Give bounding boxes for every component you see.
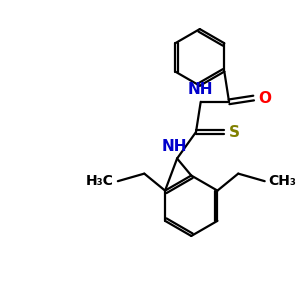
Text: NH: NH [161,139,187,154]
Text: CH₃: CH₃ [268,174,296,188]
Text: NH: NH [188,82,214,97]
Text: O: O [258,91,271,106]
Text: H₃C: H₃C [86,174,114,188]
Text: S: S [229,124,240,140]
